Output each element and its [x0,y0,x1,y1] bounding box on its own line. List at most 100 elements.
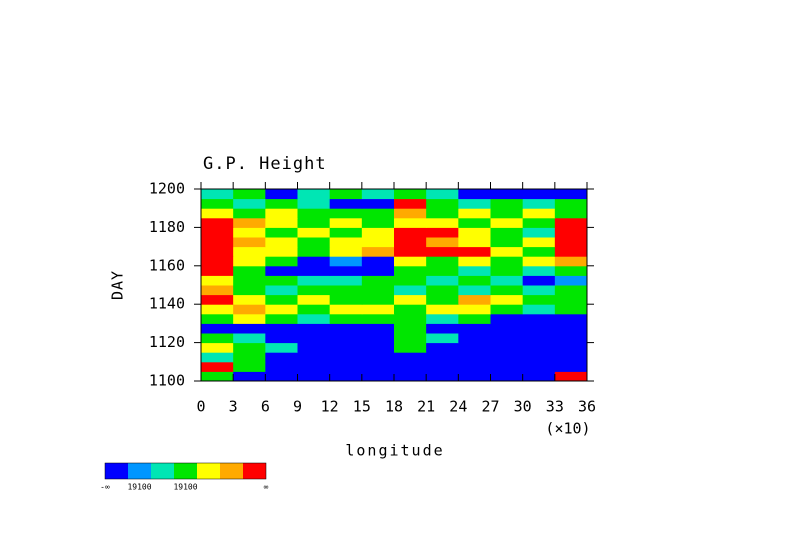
cell [297,227,331,238]
cell [458,189,491,200]
cell [426,217,459,228]
cell [265,208,298,219]
colorbar-box [197,463,220,479]
cell [233,342,266,353]
cell [361,198,395,209]
cell [554,342,588,353]
cell [426,256,459,267]
cell [329,304,363,315]
cell [361,208,395,219]
cell [554,352,588,363]
colorbar-box [151,463,174,479]
cell [265,198,298,209]
cell [201,256,234,267]
x-scale-note: (×10) [545,420,590,438]
cell [297,237,331,248]
cell [522,361,556,372]
cell [394,265,427,276]
colorbar-box [220,463,243,479]
cell [522,352,556,363]
cell [554,333,588,344]
cell [233,227,266,238]
x-axis-label: longitude [345,442,444,460]
cell [233,371,266,382]
cell [426,285,459,296]
cell [490,313,524,324]
cell [329,189,363,200]
cell [522,256,556,267]
cell [426,237,459,248]
colorbar-box [174,463,197,479]
colorbar-box [128,463,151,479]
x-tick-label: 27 [481,398,499,416]
cell [458,265,491,276]
cell [297,275,331,286]
cell [394,285,427,296]
cell [522,371,556,382]
cell [361,256,395,267]
cell [233,256,266,267]
cell [394,361,427,372]
cell [329,237,363,248]
cell [265,352,298,363]
cell [490,189,524,200]
cell [329,313,363,324]
cell [394,217,427,228]
cell [297,352,331,363]
cell [458,304,491,315]
cell [490,256,524,267]
cell [554,237,588,248]
cell [297,333,331,344]
cell [426,294,459,305]
x-tick-label: 24 [449,398,467,416]
cell [201,352,234,363]
cell [297,371,331,382]
x-tick-label: 18 [385,398,403,416]
cell [201,198,234,209]
cell [522,198,556,209]
cell [554,294,588,305]
cell [297,256,331,267]
cell [297,217,331,228]
cell [554,198,588,209]
cell [458,246,491,257]
cell [361,304,395,315]
cell [361,285,395,296]
cell [458,237,491,248]
cell [490,323,524,334]
cell [201,208,234,219]
cell [394,189,427,200]
cell [361,294,395,305]
cell [394,246,427,257]
cell [426,208,459,219]
cell [458,217,491,228]
cell [426,352,459,363]
cell [426,342,459,353]
cell [458,371,491,382]
y-axis-label: DAY [109,270,127,300]
cell [233,323,266,334]
cell [522,294,556,305]
colorbar-box [243,463,266,479]
cell [522,227,556,238]
x-tick-label: 3 [229,398,238,416]
cell [490,275,524,286]
cell [554,217,588,228]
cell [458,333,491,344]
cell [329,333,363,344]
cell [458,275,491,286]
cell [394,275,427,286]
cell [522,217,556,228]
cell [490,352,524,363]
cell [426,189,459,200]
y-tick-label: 1180 [149,218,185,236]
colorbar-label: -∞ [100,483,110,492]
cell [329,198,363,209]
cell [329,371,363,382]
cell [201,342,234,353]
cell [265,189,298,200]
cell [233,294,266,305]
cell [522,285,556,296]
cell [233,246,266,257]
x-tick-label: 0 [196,398,205,416]
